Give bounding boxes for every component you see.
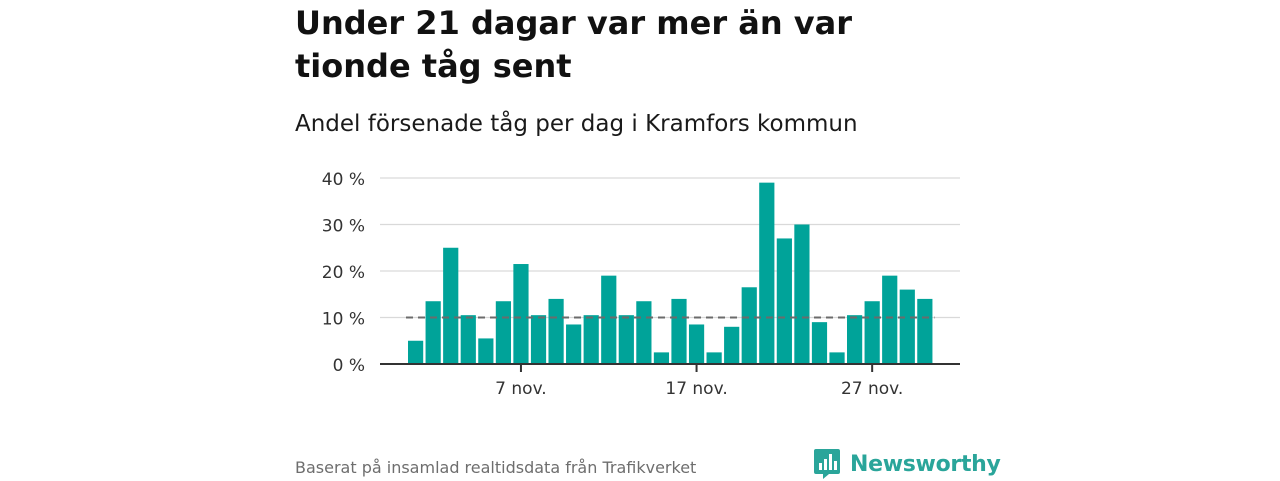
chart-subtitle: Andel försenade tåg per dag i Kramfors k…	[295, 111, 858, 137]
bar[interactable]	[811, 322, 828, 364]
x-tick-label: 27 nov.	[841, 379, 903, 399]
x-tick-label: 17 nov.	[665, 379, 727, 399]
bar[interactable]	[566, 324, 582, 364]
y-tick-label: 40 %	[322, 170, 365, 190]
bar[interactable]	[794, 224, 810, 365]
y-axis-labels: 0 % 10 % 20 % 30 % 40 %	[322, 170, 365, 376]
bar[interactable]	[636, 301, 652, 364]
newsworthy-logo-text: Newsworthy	[850, 451, 1001, 477]
bar[interactable]	[478, 338, 494, 364]
bar[interactable]	[513, 264, 529, 364]
x-axis-labels: 7 nov. 17 nov. 27 nov.	[495, 364, 903, 399]
bar[interactable]	[759, 182, 775, 364]
chart-title: Under 21 dagar var mer än var tionde tåg…	[295, 4, 852, 85]
bar-chart: 0 % 10 % 20 % 30 % 40 % 7 nov. 17 nov. 27 nov.	[322, 170, 960, 399]
bar[interactable]	[829, 352, 845, 364]
bar[interactable]	[460, 315, 476, 364]
bar[interactable]	[724, 326, 740, 364]
source-note: Baserat på insamlad realtidsdata från Tr…	[295, 458, 697, 477]
bar[interactable]	[847, 315, 863, 364]
x-tick-label: 7 nov.	[495, 379, 547, 399]
y-tick-label: 0 %	[333, 356, 365, 376]
bar[interactable]	[899, 289, 915, 364]
chart-card: Under 21 dagar var mer än var tionde tåg…	[295, 0, 1001, 480]
bar[interactable]	[583, 315, 599, 364]
bar[interactable]	[408, 340, 424, 364]
bar[interactable]	[776, 238, 792, 364]
y-tick-label: 30 %	[322, 217, 365, 237]
bar[interactable]	[601, 275, 617, 364]
gridlines	[380, 177, 960, 319]
newsworthy-logo[interactable]: Newsworthy	[813, 447, 1001, 481]
y-tick-label: 20 %	[322, 263, 365, 283]
newsworthy-logo-icon	[814, 449, 840, 479]
bar[interactable]	[530, 315, 547, 364]
bar[interactable]	[706, 352, 722, 364]
bar[interactable]	[688, 324, 705, 364]
bar[interactable]	[864, 301, 880, 364]
bar[interactable]	[917, 298, 933, 364]
bar[interactable]	[741, 287, 757, 364]
bar[interactable]	[882, 275, 898, 364]
bar[interactable]	[425, 301, 441, 364]
bar[interactable]	[671, 298, 687, 364]
bars	[408, 182, 933, 365]
bar[interactable]	[618, 315, 634, 364]
bar[interactable]	[495, 301, 511, 364]
bar[interactable]	[653, 352, 670, 364]
bar[interactable]	[443, 247, 459, 364]
y-tick-label: 10 %	[322, 310, 365, 330]
bar[interactable]	[548, 298, 564, 364]
